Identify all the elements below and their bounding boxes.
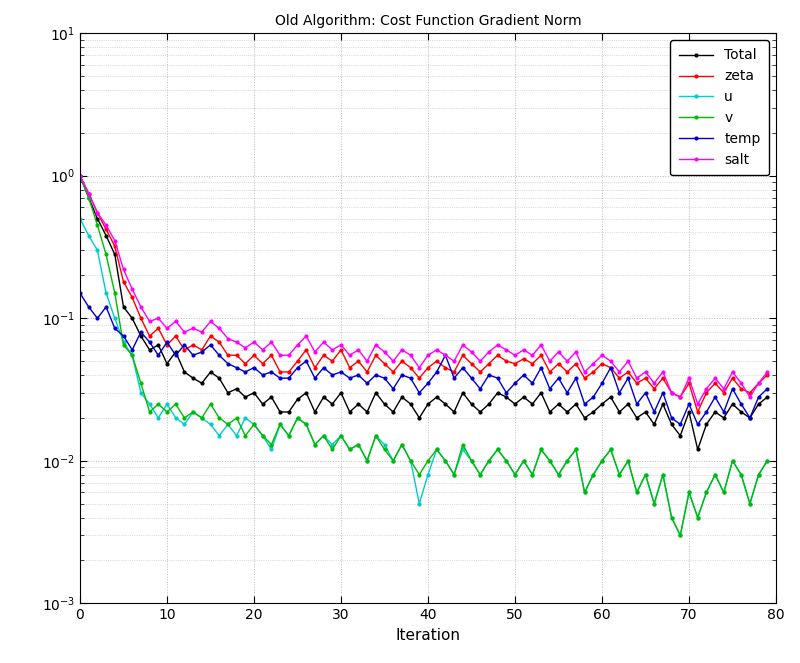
v <box>380 446 390 453</box>
Total <box>493 389 502 396</box>
temp <box>762 385 772 392</box>
v <box>75 172 85 180</box>
Total <box>75 172 85 180</box>
zeta <box>75 172 85 180</box>
salt <box>693 400 702 408</box>
zeta <box>519 355 529 363</box>
zeta <box>684 379 694 387</box>
salt <box>545 357 554 365</box>
Line: temp: temp <box>78 290 770 427</box>
Total <box>380 400 390 408</box>
salt <box>493 341 502 349</box>
v <box>762 457 772 465</box>
zeta <box>693 408 702 416</box>
Line: salt: salt <box>78 173 770 407</box>
Legend: Total, zeta, u, v, temp, salt: Total, zeta, u, v, temp, salt <box>670 40 769 176</box>
salt <box>519 346 529 354</box>
u <box>484 457 494 465</box>
zeta <box>493 351 502 359</box>
temp <box>493 374 502 382</box>
temp <box>675 420 685 428</box>
v <box>545 457 554 465</box>
Line: Total: Total <box>78 173 770 452</box>
u <box>693 514 702 522</box>
salt <box>484 348 494 356</box>
Total <box>484 400 494 408</box>
salt <box>762 368 772 376</box>
Total <box>693 446 702 453</box>
X-axis label: Iteration: Iteration <box>395 628 461 642</box>
zeta <box>484 360 494 368</box>
Title: Old Algorithm: Cost Function Gradient Norm: Old Algorithm: Cost Function Gradient No… <box>274 14 582 28</box>
zeta <box>545 368 554 376</box>
u <box>380 441 390 449</box>
zeta <box>380 360 390 368</box>
temp <box>380 374 390 382</box>
u <box>675 531 685 539</box>
u <box>519 457 529 465</box>
salt <box>75 172 85 180</box>
salt <box>380 348 390 356</box>
v <box>484 457 494 465</box>
Total <box>545 408 554 416</box>
temp <box>545 385 554 392</box>
Line: v: v <box>78 173 770 538</box>
Line: zeta: zeta <box>78 173 770 415</box>
v <box>693 514 702 522</box>
Total <box>684 408 694 416</box>
v <box>675 531 685 539</box>
temp <box>519 371 529 379</box>
salt <box>684 374 694 382</box>
zeta <box>762 371 772 379</box>
Line: u: u <box>78 216 770 538</box>
temp <box>693 420 702 428</box>
u <box>493 446 502 453</box>
Total <box>762 393 772 401</box>
u <box>75 215 85 223</box>
v <box>493 446 502 453</box>
v <box>519 457 529 465</box>
temp <box>75 289 85 297</box>
u <box>762 457 772 465</box>
Total <box>519 393 529 401</box>
temp <box>484 371 494 379</box>
u <box>545 457 554 465</box>
